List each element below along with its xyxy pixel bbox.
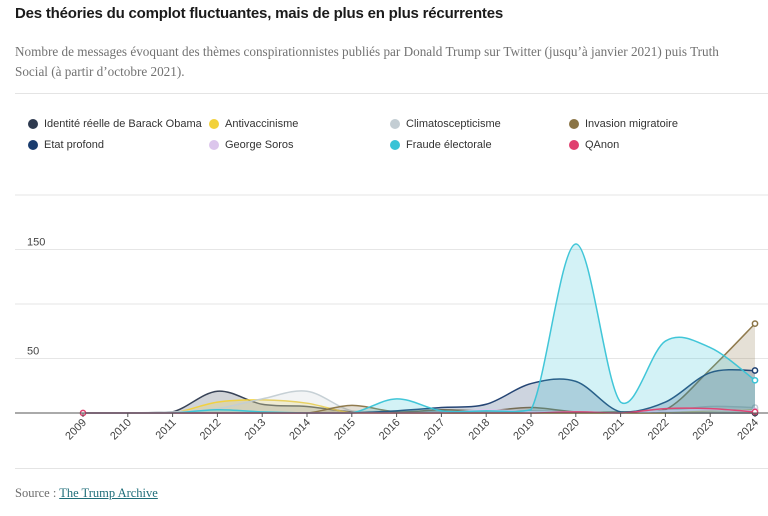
source-prefix: Source : (15, 486, 60, 500)
x-tick-label: 2018 (467, 417, 493, 443)
x-tick-label: 2015 (332, 417, 358, 443)
x-tick-label: 2016 (377, 417, 403, 443)
legend-item-obama[interactable]: Identité réelle de Barack Obama (28, 118, 202, 130)
series-area (83, 369, 755, 413)
source-note: Source : The Trump Archive (15, 486, 158, 501)
legend-label: QAnon (585, 139, 620, 151)
series-end-point (751, 367, 759, 374)
series-area (83, 390, 755, 413)
legend-swatch (390, 140, 400, 150)
legend-swatch (28, 119, 38, 129)
x-tick-label: 2014 (287, 417, 313, 443)
legend-item-deep-state[interactable]: Etat profond (28, 139, 104, 151)
series-line (82, 243, 756, 414)
legend-label: Identité réelle de Barack Obama (44, 118, 202, 130)
legend-label: Fraude électorale (406, 139, 492, 151)
legend-swatch (390, 119, 400, 129)
x-tick-label: 2009 (63, 417, 89, 443)
source-link[interactable]: The Trump Archive (59, 486, 158, 500)
chart-subtitle: Nombre de messages évoquant des thèmes c… (15, 44, 719, 79)
legend-item-qanon[interactable]: QAnon (569, 139, 619, 151)
legend-label: Invasion migratoire (585, 118, 678, 130)
x-tick-label: 2012 (198, 417, 224, 443)
series-layer (82, 243, 759, 417)
series-area (83, 244, 755, 413)
x-tick-label: 2022 (646, 417, 672, 443)
x-tick-label: 2017 (422, 417, 448, 443)
x-tick-label: 2011 (154, 417, 179, 442)
x-tick-label: 2023 (691, 417, 717, 443)
legend-swatch (28, 140, 38, 150)
legend-swatch (209, 140, 219, 150)
legend-swatch (569, 140, 579, 150)
x-tick-label: 2020 (556, 417, 582, 443)
x-tick-label: 2019 (511, 417, 537, 443)
x-tick-label: 2013 (243, 417, 269, 443)
legend-label: Climatoscepticisme (406, 118, 501, 130)
series-end-point (751, 376, 759, 384)
legend-swatch (569, 119, 579, 129)
legend-item-migration[interactable]: Invasion migratoire (569, 118, 678, 130)
series-6 (82, 243, 759, 414)
series-area (83, 391, 755, 413)
chart-title: Des théories du complot fluctuantes, mai… (15, 5, 503, 22)
x-tick-label: 2024 (735, 417, 761, 443)
legend-label: George Soros (225, 139, 294, 151)
legend-label: Etat profond (44, 139, 104, 151)
series-area (83, 323, 755, 413)
legend-label: Antivaccinisme (225, 118, 299, 130)
legend-item-antivax[interactable]: Antivaccinisme (209, 118, 298, 130)
y-tick-label: 150 (27, 237, 45, 249)
top-divider (15, 93, 768, 94)
legend-item-fraud[interactable]: Fraude électorale (390, 139, 492, 151)
series-area (83, 399, 755, 413)
x-tick-label: 2021 (601, 417, 627, 443)
legend-swatch (209, 119, 219, 129)
bottom-divider (15, 468, 768, 469)
y-tick-label: 50 (27, 346, 39, 358)
legend-item-climate[interactable]: Climatoscepticisme (390, 118, 501, 130)
series-end-point (751, 320, 759, 327)
x-tick-label: 2010 (108, 417, 134, 443)
legend-item-soros[interactable]: George Soros (209, 139, 293, 151)
